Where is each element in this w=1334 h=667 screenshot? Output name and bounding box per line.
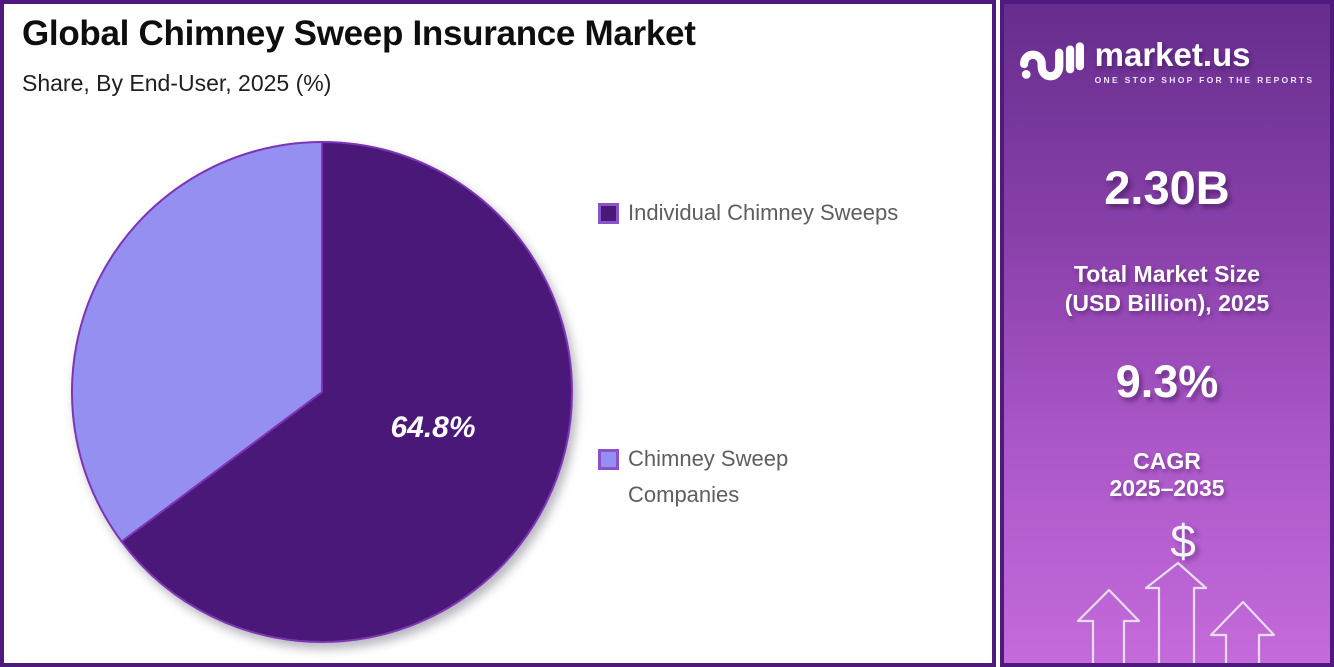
chart-title: Global Chimney Sweep Insurance Market [22, 14, 696, 53]
cagr-value: 9.3% [1115, 356, 1219, 407]
chart-subtitle: Share, By End-User, 2025 (%) [22, 70, 332, 96]
legend-label: Chimney Sweep Companies [628, 446, 789, 507]
legend-label: Individual Chimney Sweeps [628, 200, 899, 225]
market-size-label: Total Market Size (USD Billion), 2025 [1004, 260, 1330, 318]
pie-slices [70, 140, 573, 643]
marketus-logo-icon [1019, 42, 1084, 81]
chart-panel: Global Chimney Sweep Insurance Market Sh… [0, 0, 996, 667]
market-size-label-line1: Total Market Size [1073, 261, 1261, 287]
pie-slice [120, 140, 573, 643]
pie-chart: 64.8% [70, 140, 573, 643]
legend-swatch-light [598, 449, 619, 470]
brand-name: market.us [1094, 35, 1251, 73]
legend-item: Individual Chimney Sweeps [598, 194, 898, 232]
cagr-label-line2: 2025–2035 [1109, 475, 1225, 501]
pie-data-label: 64.8% [390, 411, 475, 444]
brand-sidebar: market.us ONE STOP SHOP FOR THE REPORTS … [1000, 0, 1334, 667]
brand-text: market.us ONE STOP SHOP FOR THE REPORTS [1094, 35, 1315, 85]
growth-arrows-icon [1076, 561, 1276, 663]
brand-block: market.us ONE STOP SHOP FOR THE REPORTS [1004, 34, 1330, 88]
market-size-label-line2: (USD Billion), 2025 [1064, 290, 1270, 316]
legend-item: Chimney Sweep Companies [598, 441, 843, 513]
brand-tagline: ONE STOP SHOP FOR THE REPORTS [1094, 74, 1315, 85]
pie-slice [70, 140, 323, 543]
cagr-label: CAGR 2025–2035 [1004, 448, 1330, 502]
dollar-icon: $ [1170, 515, 1196, 567]
legend-swatch-dark [598, 202, 619, 224]
market-size-value: 2.30B [1104, 161, 1230, 214]
cagr-label-line1: CAGR [1133, 448, 1201, 474]
